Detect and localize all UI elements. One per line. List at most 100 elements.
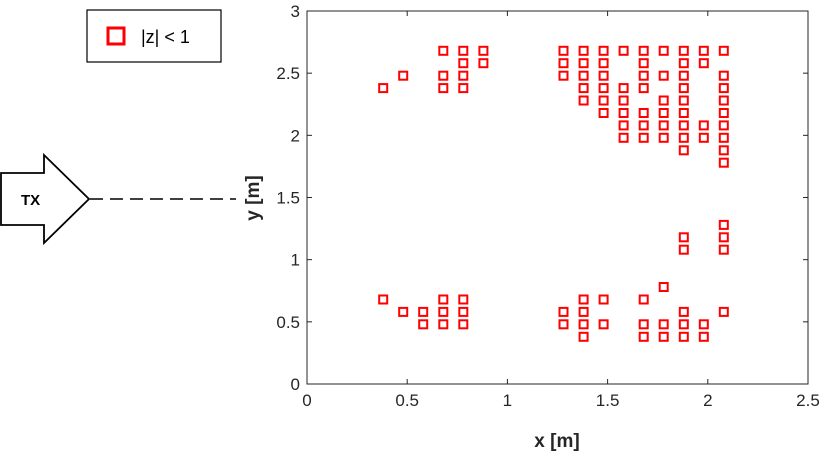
data-point [598,95,609,106]
data-point [578,294,589,305]
data-point [718,145,729,156]
data-point [658,45,669,56]
data-point [638,108,649,118]
data-point [718,306,729,317]
data-point [718,108,729,118]
data-point [678,331,689,342]
data-point [438,45,449,56]
data-point [698,319,709,330]
data-point [658,282,669,292]
data-point [678,58,689,69]
y-tick-label: 3 [291,2,300,21]
data-point [718,232,729,243]
data-markers [378,45,729,342]
data-point [638,331,649,342]
data-point [458,45,469,56]
data-point [638,58,649,69]
data-point [658,132,669,143]
data-point [618,83,629,94]
legend: |z| < 1 [86,9,222,63]
data-point [478,58,489,69]
data-point [678,45,689,56]
data-point [638,319,649,330]
data-point [638,132,649,143]
data-point [598,319,609,330]
data-point [558,58,569,69]
data-point [618,95,629,106]
data-point [618,108,629,118]
data-point [578,58,589,69]
x-tick-label: 0.5 [395,391,419,410]
y-tick-label: 2.5 [276,64,300,83]
data-point [678,120,689,131]
axis-ticks: 0 0.5 1 1.5 2 2.5 0 0.5 1 1.5 2 2.5 3 [276,2,819,410]
data-point [438,319,449,330]
data-point [678,70,689,81]
data-point [678,319,689,330]
data-point [718,157,729,168]
data-point [418,319,429,330]
x-tick-label: 0 [302,391,311,410]
data-point [558,306,569,317]
data-point [618,120,629,131]
y-tick-label: 0.5 [276,313,300,332]
data-point [458,58,469,69]
data-point [558,45,569,56]
data-point [458,83,469,94]
data-point [718,132,729,143]
data-point [418,306,429,317]
data-point [678,306,689,317]
data-point [398,70,409,81]
data-point [678,145,689,156]
y-tick-label: 1.5 [276,189,300,208]
x-tick-label: 1 [503,391,512,410]
data-point [618,132,629,143]
data-point [638,120,649,131]
data-point [658,319,669,330]
y-tick-label: 2 [291,126,300,145]
y-tick-label: 0 [291,375,300,394]
data-point [598,83,609,94]
data-point [598,108,609,118]
data-point [578,45,589,56]
data-point [718,219,729,230]
data-point [718,83,729,94]
y-tick-label: 1 [291,251,300,270]
data-point [718,70,729,81]
data-point [718,45,729,56]
data-point [698,58,709,69]
transmitter-label: TX [21,192,40,209]
legend-marker [106,26,126,46]
data-point [438,306,449,317]
data-point [658,70,669,81]
data-point [678,132,689,143]
data-point [658,120,669,131]
data-point [718,95,729,106]
data-point [598,70,609,81]
data-point [658,95,669,106]
data-point [638,294,649,305]
y-axis-label: y [m] [243,175,264,220]
x-tick-label: 2.5 [796,391,820,410]
data-point [378,83,389,94]
plot-area: 0 0.5 1 1.5 2 2.5 0 0.5 1 1.5 2 2.5 3 x [m] y [m] [243,2,820,452]
data-point [598,45,609,56]
data-point [598,58,609,69]
data-point [638,83,649,94]
data-point [458,306,469,317]
data-point [578,70,589,81]
data-point [698,45,709,56]
data-point [638,70,649,81]
data-point [658,108,669,118]
data-point [598,294,609,305]
data-point [658,331,669,342]
data-point [378,294,389,305]
data-point [698,331,709,342]
data-point [678,108,689,118]
data-point [578,95,589,106]
data-point [438,70,449,81]
transmitter-arrow-icon [0,152,91,246]
data-point [618,45,629,56]
data-point [558,70,569,81]
data-point [458,70,469,81]
